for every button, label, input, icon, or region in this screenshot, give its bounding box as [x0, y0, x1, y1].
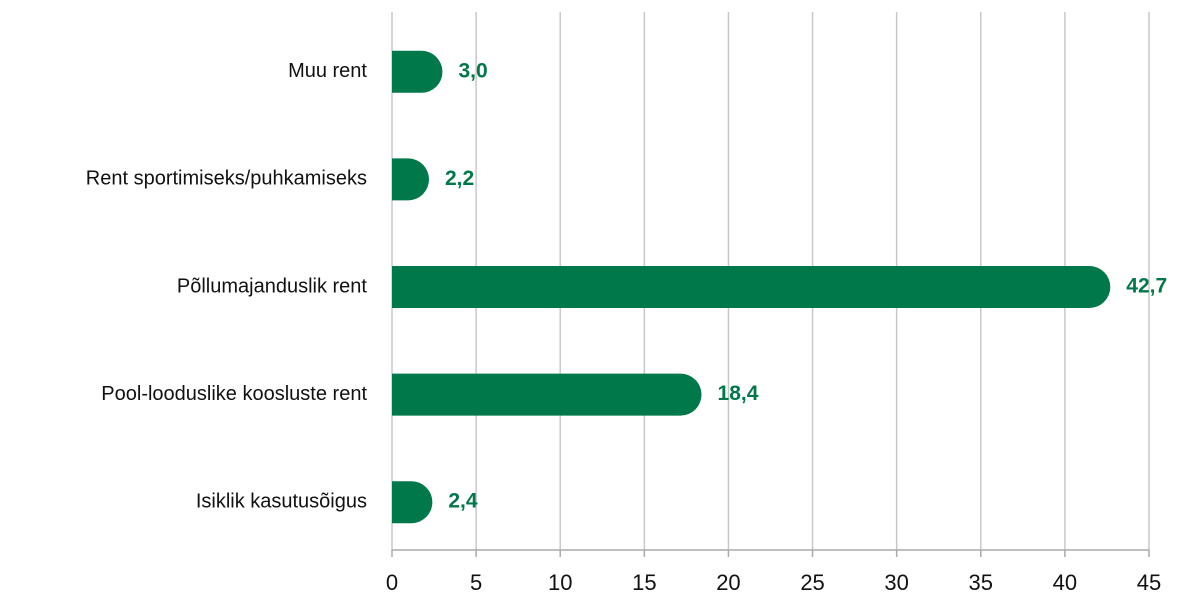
- value-label: 3,0: [458, 59, 487, 82]
- x-tick-label: 0: [386, 570, 398, 595]
- x-tick-label: 5: [470, 570, 482, 595]
- y-tick-label: Põllumajanduslik rent: [177, 275, 368, 297]
- x-tick-label: 25: [800, 570, 824, 595]
- x-tick-label: 10: [548, 570, 572, 595]
- x-tick-label: 40: [1053, 570, 1077, 595]
- x-tick-label: 45: [1137, 570, 1161, 595]
- bar: [392, 481, 433, 524]
- bar: [392, 50, 443, 93]
- y-tick-label: Pool-looduslike koosluste rent: [101, 383, 367, 405]
- value-label: 42,7: [1126, 275, 1167, 298]
- y-tick-label: Isiklik kasutusõigus: [196, 490, 367, 512]
- x-tick-label: 30: [884, 570, 908, 595]
- bar: [392, 266, 1111, 308]
- x-tick-label: 35: [969, 570, 993, 595]
- value-label: 2,4: [448, 490, 478, 513]
- y-tick-label: Rent sportimiseks/puhkamiseks: [86, 168, 367, 190]
- value-label: 2,2: [445, 167, 474, 190]
- bar: [392, 373, 702, 416]
- y-tick-label: Muu rent: [288, 60, 367, 82]
- bar: [392, 158, 430, 201]
- x-tick-label: 20: [716, 570, 740, 595]
- x-tick-label: 15: [632, 570, 656, 595]
- value-label: 18,4: [718, 382, 759, 405]
